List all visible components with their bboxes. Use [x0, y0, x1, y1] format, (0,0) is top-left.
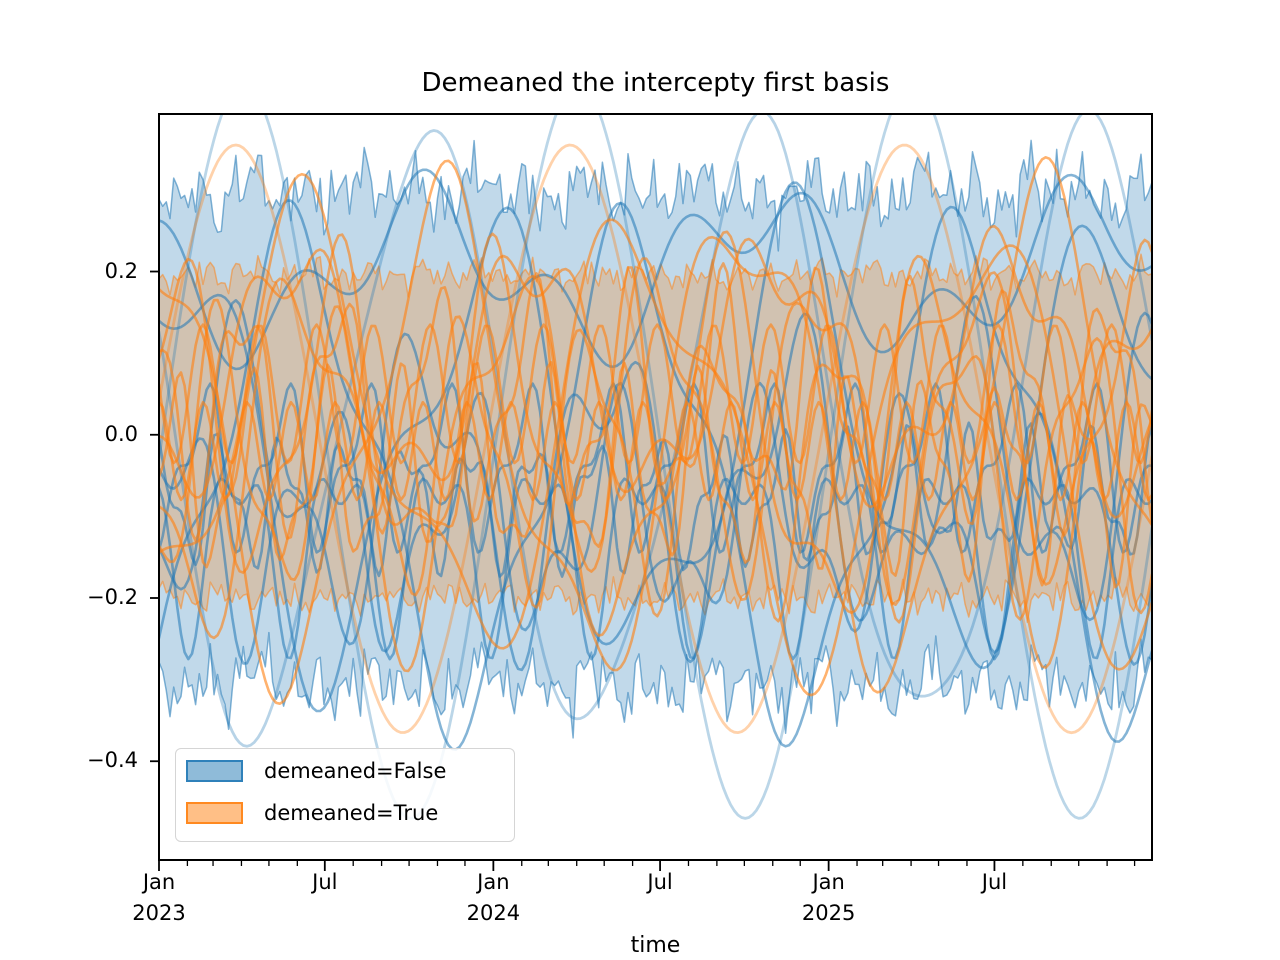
x-tick-label: Jul	[981, 870, 1008, 894]
series-line	[159, 400, 1152, 502]
series-line	[159, 298, 1152, 624]
legend-box: demeaned=False demeaned=True	[175, 748, 515, 842]
x-tick-year: 2023	[132, 901, 186, 925]
x-tick-label: Jan 2024	[438, 867, 548, 929]
y-tick-label: −0.2	[87, 585, 138, 609]
series-line	[159, 361, 1152, 589]
series-line	[159, 172, 1152, 697]
legend-label: demeaned=True	[264, 801, 439, 825]
y-tick-label: 0.0	[104, 421, 138, 446]
legend-entry-true: demeaned=True	[176, 801, 438, 825]
y-tick-label: 0.2	[104, 258, 138, 283]
x-tick-label: Jul	[647, 870, 673, 894]
series-line	[159, 232, 1152, 606]
x-tick-year: 2025	[801, 901, 856, 925]
y-tick-label: −0.4	[87, 748, 138, 773]
series-line	[159, 323, 1152, 465]
x-tick-label: Jan 2023	[104, 867, 214, 929]
chart-title: Demeaned the intercepty first basis	[421, 68, 890, 98]
legend-swatch-blue	[186, 760, 243, 782]
series-line	[159, 224, 1152, 519]
x-axis-label: time	[630, 933, 681, 958]
legend-swatch-orange	[186, 802, 243, 824]
series-line	[159, 181, 1152, 713]
x-tick-label: Jul	[312, 870, 338, 894]
x-tick-label: Jan 2025	[774, 867, 884, 929]
ticks	[150, 270, 1136, 871]
legend-entry-false: demeaned=False	[176, 759, 446, 783]
axes-spines	[158, 113, 1153, 861]
legend-label: demeaned=False	[264, 759, 447, 783]
plot-area	[159, 114, 1152, 820]
series-line	[159, 114, 1152, 748]
x-tick-year: 2024	[466, 901, 521, 925]
